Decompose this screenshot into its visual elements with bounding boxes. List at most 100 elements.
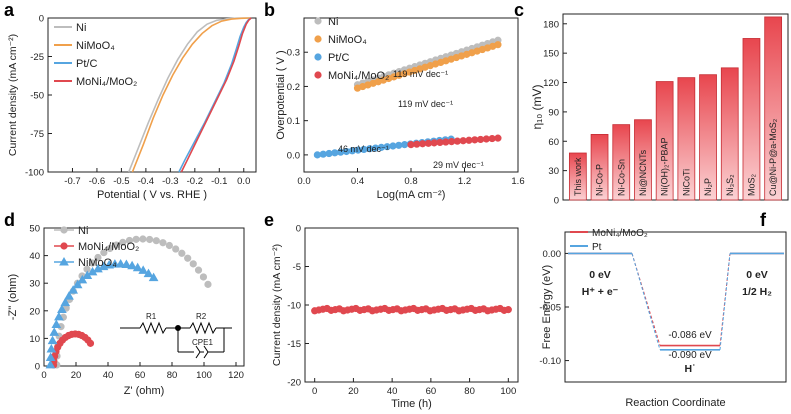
y-tick-label: 0 xyxy=(554,196,559,207)
x-tick-label: 0.4 xyxy=(351,176,364,187)
y-axis-label: Current density (mA cm⁻²) xyxy=(7,34,19,156)
y-tick-label: -0.10 xyxy=(539,356,561,367)
bar-category-label: Ni-Co-P xyxy=(595,164,605,196)
bar-category-label: Cu@Ni-P@a-MoS₂ xyxy=(768,118,778,196)
bar-category-label: MoS₂ xyxy=(746,173,756,196)
x-tick-label: 0.0 xyxy=(237,176,250,187)
x-tick-label: -0.2 xyxy=(187,176,203,187)
circuit-label: R2 xyxy=(196,312,207,321)
y-tick-label: 0 xyxy=(296,224,301,235)
y-tick-label: -15 xyxy=(287,339,301,350)
legend-label: Ni xyxy=(78,225,88,237)
legend-label: Pt xyxy=(592,242,602,253)
legend-swatch xyxy=(315,36,322,43)
energy-label: 0 eV xyxy=(589,269,611,281)
x-tick-label: 0.8 xyxy=(404,176,417,187)
bar-category-label: Ni₂P xyxy=(703,178,713,196)
y-tick-label: 30 xyxy=(548,166,559,177)
y-tick-label: 0.3 xyxy=(287,48,300,59)
legend-marker xyxy=(61,227,68,234)
y-tick-label: -20 xyxy=(287,378,301,389)
bar-category-label: NiCoTi xyxy=(681,169,691,196)
bar-category-label: Ni(OH)₂-PBAP xyxy=(660,138,670,197)
y-tick-label: 0.2 xyxy=(287,82,300,93)
y-axis-label: Overpotential ( V ) xyxy=(275,50,287,139)
legend-swatch xyxy=(315,72,322,79)
y-tick-label: 30 xyxy=(29,279,40,290)
state-label: H˙ xyxy=(684,363,695,375)
point-gray xyxy=(195,267,202,274)
panel-letter-a: a xyxy=(4,0,15,20)
x-axis-label: Log(mA cm⁻²) xyxy=(377,189,446,201)
resistor-r1 xyxy=(140,323,166,333)
legend-label: NiMoO₄ xyxy=(78,257,117,269)
y-tick-label: 120 xyxy=(543,78,559,89)
x-tick-label: 1.2 xyxy=(458,176,471,187)
y-tick-label: 40 xyxy=(29,251,40,262)
point-gray xyxy=(166,242,173,249)
panel-e-axes xyxy=(305,228,518,382)
y-tick-label: 0.1 xyxy=(287,116,300,127)
legend-label: MoNi₄/MoO₂ xyxy=(78,241,139,253)
x-tick-label: -0.5 xyxy=(113,176,129,187)
x-tick-label: 1.6 xyxy=(511,176,524,187)
circuit-label: CPE1 xyxy=(192,338,213,347)
point-red xyxy=(87,340,94,347)
point-gray xyxy=(140,236,147,243)
slope-annotation: 29 mV dec⁻¹ xyxy=(433,160,484,170)
bar-category-label: Ni@NCNTs xyxy=(638,149,648,196)
y-axis-label: Current density (mA cm⁻²) xyxy=(271,244,283,366)
panel-d-axes xyxy=(44,228,244,366)
y-tick-label: 0 xyxy=(35,362,40,373)
x-axis-label: Reaction Coordinate xyxy=(625,397,725,409)
y-tick-label: -50 xyxy=(30,91,44,102)
legend-label: NiMoO₄ xyxy=(76,40,115,52)
y-tick-label: -10 xyxy=(287,301,301,312)
x-tick-label: 20 xyxy=(71,370,82,381)
point-gray xyxy=(146,236,153,243)
slope-annotation: 119 mV dec⁻¹ xyxy=(393,69,448,79)
point-gray xyxy=(160,239,167,246)
x-axis-label: Z' (ohm) xyxy=(124,385,165,397)
legend-label: Pt/C xyxy=(328,52,349,64)
x-axis-label: Time (h) xyxy=(391,398,432,410)
resistor-r2 xyxy=(190,323,216,333)
y-tick-label: 0.00 xyxy=(543,249,562,260)
x-tick-label: 0.0 xyxy=(297,176,310,187)
legend-marker xyxy=(61,243,68,250)
x-tick-label: 120 xyxy=(228,370,244,381)
x-tick-label: 0 xyxy=(41,370,46,381)
y-tick-label: -75 xyxy=(30,129,44,140)
point-gray xyxy=(190,261,197,268)
energy-label: -0.090 eV xyxy=(668,350,712,361)
legend-label: Pt/C xyxy=(76,58,97,70)
y-tick-label: -25 xyxy=(30,52,44,63)
y-tick-label: 90 xyxy=(548,107,559,118)
slope-annotation: 119 mV dec⁻¹ xyxy=(398,99,453,109)
bar-category-label: This work xyxy=(573,157,583,196)
x-axis-label: Potential ( V vs. RHE ) xyxy=(97,189,207,201)
x-tick-label: -0.6 xyxy=(89,176,105,187)
panel-letter-d: d xyxy=(4,210,15,230)
energy-label: 0 eV xyxy=(746,269,768,281)
x-tick-label: 100 xyxy=(196,370,212,381)
panel-letter-f: f xyxy=(760,210,767,230)
x-tick-label: 40 xyxy=(103,370,114,381)
y-axis-label: Free Energy (eV) xyxy=(541,265,553,349)
x-tick-label: 20 xyxy=(348,386,359,397)
point-red xyxy=(505,306,512,313)
y-tick-label: 0.0 xyxy=(287,150,300,161)
point-red xyxy=(495,135,502,142)
y-tick-label: 180 xyxy=(543,19,559,30)
x-tick-label: -0.1 xyxy=(211,176,227,187)
y-tick-label: 150 xyxy=(543,49,559,60)
y-axis-label: -Z'' (ohm) xyxy=(7,274,19,320)
legend-swatch xyxy=(315,54,322,61)
bar-category-label: Ni-Co-Sn xyxy=(616,159,626,196)
legend-label: Ni xyxy=(328,16,338,28)
x-tick-label: 80 xyxy=(167,370,178,381)
line-red xyxy=(181,18,251,172)
legend-label: NiMoO₄ xyxy=(328,34,367,46)
x-tick-label: -0.7 xyxy=(64,176,80,187)
y-tick-label: 20 xyxy=(29,306,40,317)
